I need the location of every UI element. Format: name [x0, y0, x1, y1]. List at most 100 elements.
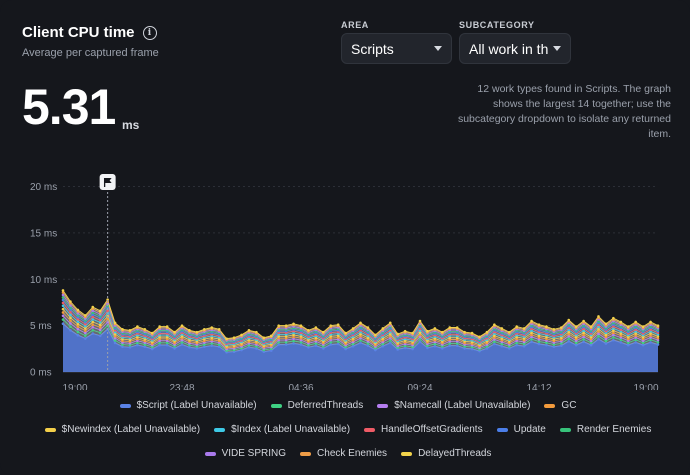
- series-point[interactable]: [314, 326, 318, 329]
- series-point[interactable]: [396, 332, 399, 336]
- series-point[interactable]: [136, 325, 139, 328]
- series-point[interactable]: [574, 337, 578, 341]
- legend-item[interactable]: Update: [496, 422, 546, 437]
- series-point[interactable]: [455, 340, 459, 343]
- series-point[interactable]: [545, 343, 548, 347]
- series-point[interactable]: [567, 328, 571, 332]
- series-point[interactable]: [604, 339, 608, 343]
- series-point[interactable]: [292, 333, 295, 337]
- series-point[interactable]: [463, 330, 466, 334]
- series-point[interactable]: [284, 343, 288, 346]
- series-point[interactable]: [336, 336, 340, 339]
- series-point[interactable]: [113, 332, 117, 336]
- series-point[interactable]: [299, 340, 303, 344]
- series-point[interactable]: [292, 322, 295, 326]
- series-point[interactable]: [641, 341, 645, 345]
- series-point[interactable]: [150, 347, 154, 351]
- series-point[interactable]: [76, 315, 80, 319]
- series-point[interactable]: [418, 335, 422, 339]
- series-point[interactable]: [277, 334, 280, 338]
- series-point[interactable]: [210, 338, 214, 341]
- series-point[interactable]: [612, 329, 615, 332]
- series-point[interactable]: [500, 337, 504, 340]
- series-point[interactable]: [143, 345, 147, 349]
- series-point[interactable]: [381, 338, 385, 342]
- series-point[interactable]: [545, 337, 548, 341]
- series-point[interactable]: [619, 336, 623, 339]
- series-point[interactable]: [448, 326, 452, 329]
- series-point[interactable]: [634, 341, 637, 344]
- series-point[interactable]: [61, 311, 65, 314]
- series-point[interactable]: [537, 334, 541, 337]
- series-point[interactable]: [98, 316, 102, 320]
- series-point[interactable]: [403, 344, 407, 348]
- series-point[interactable]: [136, 339, 139, 343]
- series-point[interactable]: [366, 336, 370, 340]
- cpu-time-chart[interactable]: 0 ms 5 ms 10 ms 15 ms 20 ms 19:00 23:48 04:36 09…: [0, 168, 690, 390]
- series-point[interactable]: [98, 326, 102, 329]
- series-point[interactable]: [158, 339, 161, 343]
- series-point[interactable]: [336, 340, 340, 343]
- series-point[interactable]: [589, 337, 593, 341]
- series-point[interactable]: [180, 338, 184, 342]
- series-point[interactable]: [366, 344, 370, 347]
- series-point[interactable]: [545, 339, 548, 343]
- series-point[interactable]: [500, 338, 504, 342]
- series-point[interactable]: [91, 318, 95, 321]
- series-point[interactable]: [344, 345, 347, 349]
- series-point[interactable]: [530, 333, 533, 337]
- series-point[interactable]: [619, 330, 623, 333]
- series-point[interactable]: [165, 341, 169, 345]
- series-point[interactable]: [359, 321, 362, 325]
- series-point[interactable]: [113, 341, 117, 345]
- series-point[interactable]: [329, 340, 333, 344]
- series-point[interactable]: [381, 337, 385, 340]
- series-point[interactable]: [560, 326, 563, 329]
- series-point[interactable]: [113, 334, 117, 338]
- series-point[interactable]: [515, 337, 518, 341]
- series-point[interactable]: [336, 323, 340, 327]
- series-point[interactable]: [113, 339, 117, 342]
- series-point[interactable]: [284, 324, 288, 327]
- series-point[interactable]: [322, 345, 325, 348]
- series-point[interactable]: [656, 343, 660, 346]
- series-point[interactable]: [552, 345, 556, 349]
- series-point[interactable]: [210, 340, 214, 343]
- series-point[interactable]: [150, 345, 154, 349]
- series-point[interactable]: [612, 338, 615, 342]
- legend-item[interactable]: DelayedThreads: [401, 446, 491, 461]
- series-point[interactable]: [493, 338, 496, 341]
- series-point[interactable]: [589, 339, 593, 343]
- series-point[interactable]: [366, 326, 370, 329]
- series-point[interactable]: [351, 340, 355, 344]
- series-point[interactable]: [530, 331, 533, 335]
- series-point[interactable]: [173, 347, 176, 350]
- series-point[interactable]: [329, 324, 333, 327]
- series-point[interactable]: [359, 336, 362, 340]
- series-point[interactable]: [619, 334, 623, 337]
- series-point[interactable]: [314, 344, 318, 347]
- series-point[interactable]: [195, 347, 199, 350]
- series-point[interactable]: [121, 345, 124, 349]
- series-point[interactable]: [455, 336, 459, 340]
- series-point[interactable]: [530, 319, 533, 323]
- series-point[interactable]: [165, 339, 169, 343]
- series-point[interactable]: [500, 327, 504, 330]
- series-point[interactable]: [143, 328, 147, 331]
- series-point[interactable]: [359, 332, 362, 336]
- series-point[interactable]: [366, 342, 370, 345]
- series-point[interactable]: [649, 336, 652, 339]
- series-point[interactable]: [203, 345, 206, 349]
- series-point[interactable]: [351, 338, 355, 342]
- series-point[interactable]: [292, 339, 295, 343]
- series-point[interactable]: [582, 335, 585, 339]
- series-point[interactable]: [388, 336, 392, 340]
- series-point[interactable]: [545, 335, 548, 339]
- series-point[interactable]: [98, 323, 102, 327]
- series-point[interactable]: [158, 337, 161, 341]
- series-point[interactable]: [180, 336, 184, 340]
- series-point[interactable]: [455, 344, 459, 347]
- series-point[interactable]: [98, 331, 102, 334]
- series-point[interactable]: [158, 325, 161, 328]
- series-point[interactable]: [329, 343, 333, 346]
